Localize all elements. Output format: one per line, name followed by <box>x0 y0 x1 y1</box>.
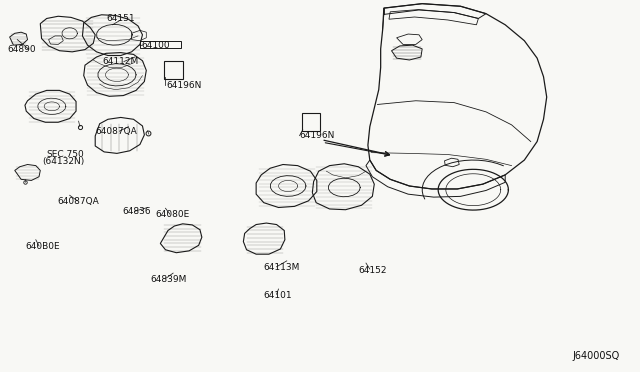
Text: (64132N): (64132N) <box>42 157 84 166</box>
Bar <box>164 61 182 78</box>
Text: 64101: 64101 <box>264 291 292 300</box>
Text: SEC.750: SEC.750 <box>47 150 84 159</box>
Text: J64000SQ: J64000SQ <box>573 352 620 362</box>
Text: 64839M: 64839M <box>151 275 187 284</box>
Bar <box>140 41 180 48</box>
Text: 64113M: 64113M <box>264 263 300 272</box>
Text: 64112M: 64112M <box>103 57 139 66</box>
Text: 64087QA: 64087QA <box>57 197 99 206</box>
Text: 640B0E: 640B0E <box>25 241 60 250</box>
Text: 64196N: 64196N <box>167 81 202 90</box>
Text: 64152: 64152 <box>358 266 387 275</box>
Text: 64890: 64890 <box>7 45 36 54</box>
Text: 64836: 64836 <box>122 208 150 217</box>
Text: 64100: 64100 <box>141 41 170 50</box>
Text: 64080E: 64080E <box>156 211 189 219</box>
Text: 64196N: 64196N <box>300 131 335 140</box>
Text: 64087QA: 64087QA <box>95 126 137 136</box>
Bar <box>302 113 320 131</box>
Text: 64151: 64151 <box>106 14 134 23</box>
